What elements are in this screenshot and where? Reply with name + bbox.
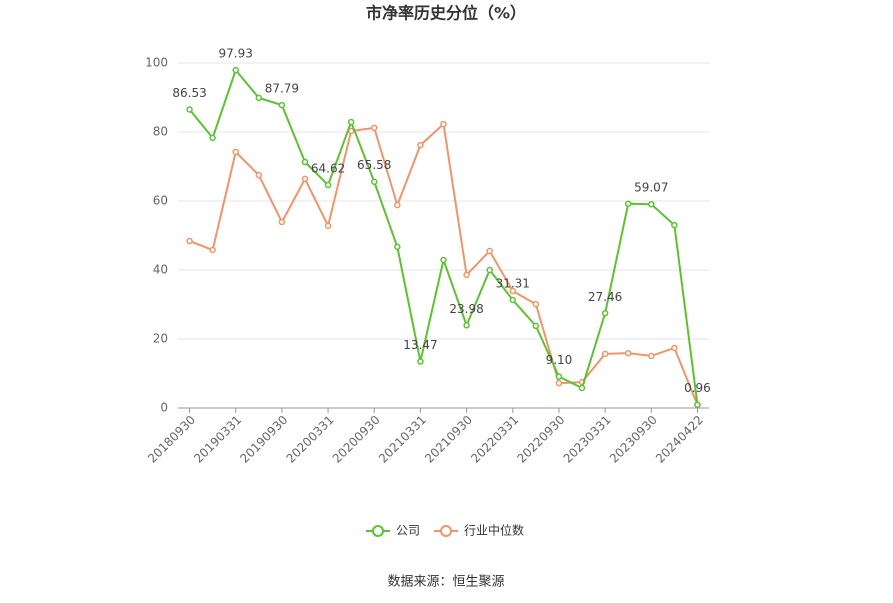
- data-label: 86.53: [172, 86, 206, 100]
- point: [232, 66, 239, 74]
- point: [232, 148, 239, 156]
- point: [532, 300, 540, 308]
- point: [555, 373, 563, 380]
- point: [648, 352, 655, 360]
- point: [394, 201, 401, 209]
- point: [440, 120, 447, 128]
- point: [370, 178, 378, 185]
- point: [417, 141, 424, 149]
- data-label: 97.93: [219, 47, 253, 61]
- point: [255, 171, 263, 179]
- data-label: 59.07: [634, 181, 668, 195]
- source: 数据来源：恒生聚源: [387, 575, 504, 590]
- legend-label: 行业中位数: [464, 523, 524, 538]
- point: [624, 200, 632, 208]
- point: [347, 118, 355, 126]
- point: [301, 175, 309, 183]
- x-tick-label: 20190331: [191, 413, 244, 466]
- x-tick-label: 20240422: [653, 413, 706, 466]
- point: [509, 287, 517, 295]
- point: [671, 221, 678, 229]
- y-tick-label: 100: [145, 56, 168, 70]
- data-label: 64.62: [311, 162, 345, 176]
- point: [624, 349, 632, 357]
- point: [463, 322, 470, 329]
- point: [555, 379, 563, 387]
- x-tick-label: 20220331: [468, 413, 521, 466]
- y-tick-label: 60: [153, 194, 168, 208]
- point: [324, 181, 332, 189]
- data-label: 23.98: [449, 302, 483, 316]
- point: [578, 384, 586, 392]
- point: [486, 266, 493, 274]
- point: [394, 243, 401, 251]
- x-tick-label: 20220930: [514, 413, 567, 466]
- legend-marker: [440, 525, 453, 537]
- point: [209, 134, 216, 142]
- point: [694, 401, 701, 408]
- point: [324, 222, 332, 230]
- data-label: 13.47: [403, 338, 437, 352]
- data-label: 87.79: [265, 82, 299, 96]
- data-label: 0.96: [684, 381, 711, 395]
- point: [417, 358, 424, 365]
- x-tick-label: 20190930: [237, 413, 290, 466]
- point: [671, 344, 678, 352]
- point: [601, 350, 609, 358]
- point: [509, 296, 517, 304]
- y-tick-label: 20: [153, 332, 168, 346]
- point: [601, 310, 609, 317]
- x-tick-label: 20200930: [330, 413, 383, 466]
- legend-label: 公司: [396, 524, 420, 538]
- point: [186, 237, 193, 245]
- x-tick-label: 20210331: [376, 413, 429, 466]
- point: [278, 218, 286, 226]
- x-tick-label: 20230930: [607, 413, 660, 466]
- chart-title: 市净率历史分位（%）: [366, 4, 526, 23]
- x-tick-label: 20210930: [422, 413, 475, 466]
- point: [486, 247, 493, 255]
- data-label: 27.46: [588, 290, 622, 304]
- x-tick-label: 20180930: [145, 413, 198, 466]
- point: [370, 124, 378, 132]
- point: [532, 322, 540, 330]
- y-tick-label: 80: [153, 125, 168, 139]
- point: [255, 94, 263, 102]
- point: [301, 158, 309, 166]
- point: [209, 246, 216, 254]
- x-tick-label: 20200331: [284, 413, 337, 466]
- data-label: 65.58: [357, 158, 391, 172]
- point: [648, 200, 655, 208]
- y-tick-label: 0: [160, 401, 168, 415]
- data-label: 9.10: [546, 353, 573, 367]
- legend-marker: [372, 525, 384, 537]
- point: [463, 271, 470, 279]
- y-tick-label: 40: [153, 263, 168, 277]
- point: [186, 106, 193, 113]
- x-tick-label: 20230331: [561, 413, 614, 466]
- point: [278, 101, 286, 109]
- series-line: [188, 68, 699, 405]
- point: [440, 256, 447, 264]
- data-label: 31.31: [496, 276, 530, 290]
